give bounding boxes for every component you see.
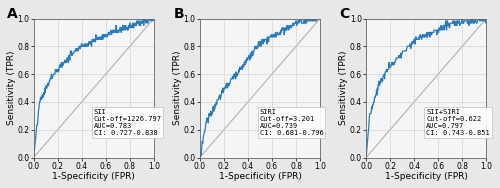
Text: B: B — [174, 7, 184, 21]
Text: A: A — [7, 7, 18, 21]
Text: SII+SIRI
Cut-off=0.622
AUC=0.797
CI: 0.743-0.851: SII+SIRI Cut-off=0.622 AUC=0.797 CI: 0.7… — [426, 109, 490, 136]
Y-axis label: Sensitivity (TPR): Sensitivity (TPR) — [173, 51, 182, 125]
Text: SIRI
Cut-off=3.201
AUC=0.739
CI: 0.681-0.796: SIRI Cut-off=3.201 AUC=0.739 CI: 0.681-0… — [260, 109, 324, 136]
X-axis label: 1-Specificity (FPR): 1-Specificity (FPR) — [218, 172, 302, 181]
X-axis label: 1-Specificity (FPR): 1-Specificity (FPR) — [385, 172, 468, 181]
Text: SII
Cut-off=1226.797
AUC=0.783
CI: 0.727-0.838: SII Cut-off=1226.797 AUC=0.783 CI: 0.727… — [94, 109, 162, 136]
Text: C: C — [340, 7, 350, 21]
Y-axis label: Sensitivity (TPR): Sensitivity (TPR) — [340, 51, 348, 125]
Y-axis label: Sensitivity (TPR): Sensitivity (TPR) — [7, 51, 16, 125]
X-axis label: 1-Specificity (FPR): 1-Specificity (FPR) — [52, 172, 135, 181]
